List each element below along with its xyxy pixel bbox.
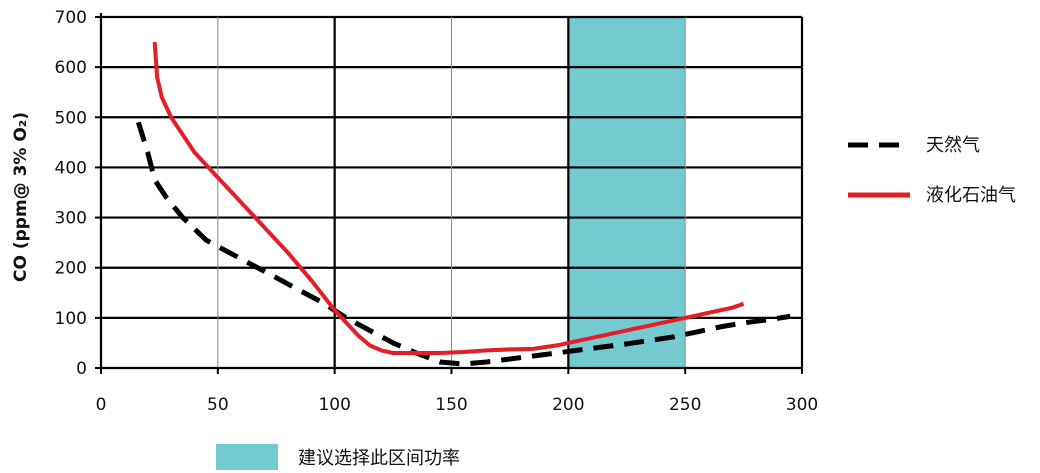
series-layer [136,41,791,367]
y-axis-label: CO (ppm@ 3% O₂) [11,112,31,282]
x-tick-label-200: 200 [552,395,584,415]
series-line-0 [136,121,791,367]
y-tick-label-200: 200 [55,259,87,279]
y-tick-label-500: 500 [55,108,87,128]
y-tick-label-300: 300 [55,209,87,229]
y-tick-label-700: 700 [55,8,87,28]
legend-label-natural-gas: 天然气 [926,135,980,156]
highlight-legend: 建议选择此区间功率 [216,444,460,470]
highlight-band [568,17,686,368]
highlight-legend-label: 建议选择此区间功率 [298,448,460,469]
x-tick-label-100: 100 [318,395,350,415]
y-tick-label-600: 600 [55,58,87,78]
highlight-band-layer [568,17,686,368]
x-tick-label-0: 0 [96,395,107,415]
legend-label-lpg: 液化石油气 [926,185,1016,206]
series-line-1 [152,41,745,355]
legend: 天然气 液化石油气 [848,135,1016,206]
x-tick-label-50: 50 [207,395,229,415]
highlight-legend-swatch [216,444,278,470]
axis-layer: 0 50 100 150 200 250 300 0 100 200 300 400 500 600 700 [55,8,819,415]
grid-layer [101,15,804,368]
x-tick-label-150: 150 [435,395,467,415]
x-tick-label-250: 250 [669,395,701,415]
y-tick-label-400: 400 [55,158,87,178]
x-tick-label-300: 300 [786,395,818,415]
y-tick-label-100: 100 [55,309,87,329]
y-tick-label-0: 0 [76,359,87,379]
